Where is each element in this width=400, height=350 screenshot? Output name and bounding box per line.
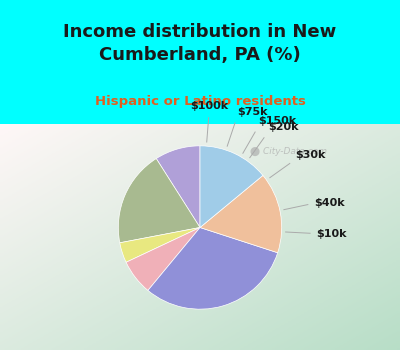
Text: $75k: $75k <box>237 107 268 117</box>
Wedge shape <box>156 146 200 228</box>
Text: $40k: $40k <box>314 198 345 208</box>
Text: $20k: $20k <box>268 122 298 132</box>
Wedge shape <box>148 228 278 309</box>
Text: $150k: $150k <box>258 116 296 126</box>
Wedge shape <box>126 228 200 290</box>
Text: $30k: $30k <box>295 150 326 160</box>
Text: ⬤ City-Data.com: ⬤ City-Data.com <box>250 147 326 156</box>
Wedge shape <box>120 228 200 262</box>
Wedge shape <box>118 159 200 243</box>
Wedge shape <box>200 175 282 253</box>
Text: Income distribution in New
Cumberland, PA (%): Income distribution in New Cumberland, P… <box>63 23 337 63</box>
Text: $10k: $10k <box>317 229 347 239</box>
Text: $100k: $100k <box>190 101 228 111</box>
Text: Hispanic or Latino residents: Hispanic or Latino residents <box>94 94 306 107</box>
Wedge shape <box>200 146 263 228</box>
